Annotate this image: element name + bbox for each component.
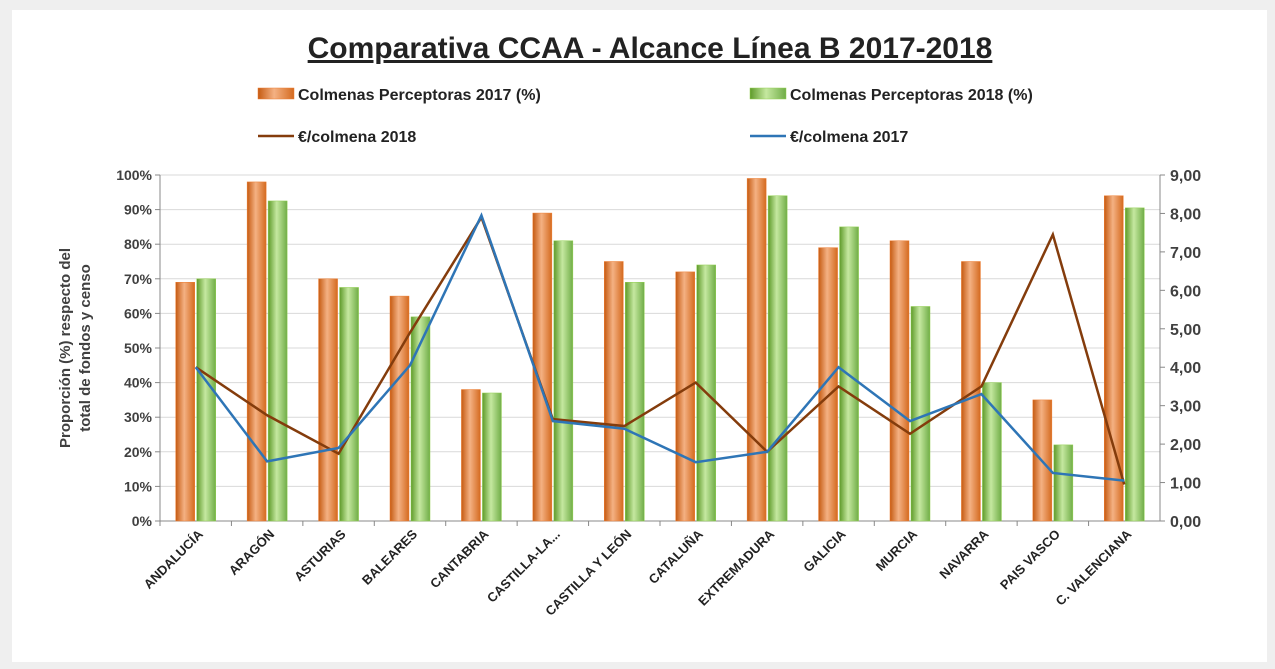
y2-tick-label: 6,00 (1170, 283, 1201, 300)
bar (1125, 207, 1145, 522)
bar (625, 282, 645, 522)
legend-swatch (749, 87, 787, 100)
bar (339, 287, 359, 522)
legend-label: €/colmena 2017 (790, 129, 908, 146)
line (194, 212, 1125, 482)
bar (767, 195, 788, 522)
y-axis-label: total de fondos y censo (77, 264, 94, 432)
bar (318, 278, 338, 522)
legend-label: €/colmena 2018 (298, 129, 416, 146)
y2-tick-label: 8,00 (1170, 206, 1201, 223)
bar (553, 240, 574, 522)
chart-title: Comparativa CCAA - Alcance Línea B 2017-… (308, 32, 993, 65)
y-tick-label: 0% (132, 513, 153, 529)
y-tick-label: 60% (124, 305, 153, 321)
y2-tick-label: 3,00 (1170, 399, 1201, 416)
y2-tick-label: 4,00 (1170, 360, 1201, 377)
bar (246, 181, 267, 522)
legend-swatch (257, 87, 295, 100)
y-axis-label: Proporción (%) respecto del (57, 248, 74, 448)
y-tick-label: 10% (124, 478, 153, 494)
bar (267, 200, 288, 522)
y2-tick-label: 9,00 (1170, 168, 1201, 185)
y2-tick-label: 7,00 (1170, 245, 1201, 262)
bar (1104, 195, 1124, 522)
bar (482, 392, 502, 522)
y-tick-label: 40% (124, 375, 153, 391)
bar (196, 278, 216, 522)
y2-tick-label: 1,00 (1170, 476, 1201, 493)
y-tick-label: 50% (124, 340, 153, 356)
bar (604, 261, 624, 522)
bar (175, 282, 195, 522)
bar (410, 316, 431, 522)
y-tick-label: 30% (124, 409, 153, 425)
bar (982, 382, 1002, 522)
y-tick-label: 90% (124, 202, 153, 218)
bar (1053, 444, 1074, 522)
y2-tick-label: 2,00 (1170, 437, 1201, 454)
bar (675, 271, 695, 522)
legend-label: Colmenas Perceptoras 2017 (%) (298, 87, 541, 104)
y-tick-label: 70% (124, 271, 153, 287)
y-tick-label: 20% (124, 444, 153, 460)
bar (746, 178, 767, 522)
y-tick-label: 80% (124, 236, 153, 252)
bar (818, 247, 838, 522)
bar (889, 240, 910, 522)
y-tick-label: 100% (116, 167, 152, 183)
y2-tick-label: 5,00 (1170, 322, 1201, 339)
bar (389, 295, 410, 522)
bar (461, 389, 481, 522)
legend-label: Colmenas Perceptoras 2018 (%) (790, 87, 1033, 104)
bar (961, 261, 981, 522)
y2-tick-label: 0,00 (1170, 514, 1201, 531)
